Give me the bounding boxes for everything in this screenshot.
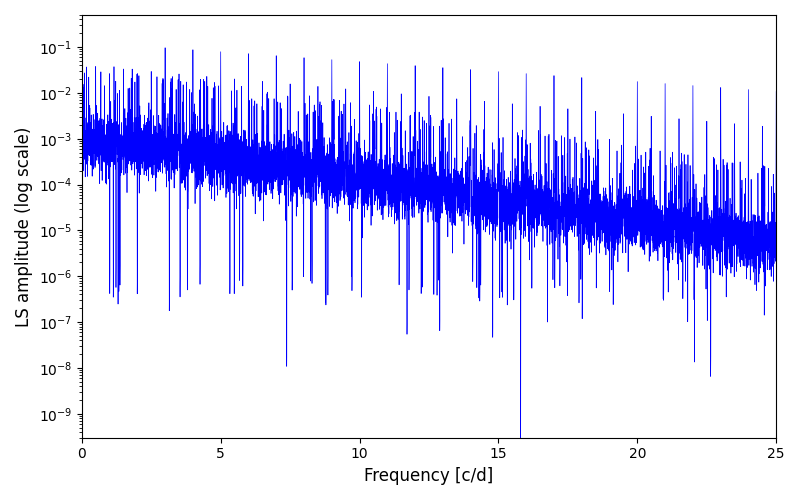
Y-axis label: LS amplitude (log scale): LS amplitude (log scale) (15, 126, 33, 326)
X-axis label: Frequency [c/d]: Frequency [c/d] (364, 467, 494, 485)
